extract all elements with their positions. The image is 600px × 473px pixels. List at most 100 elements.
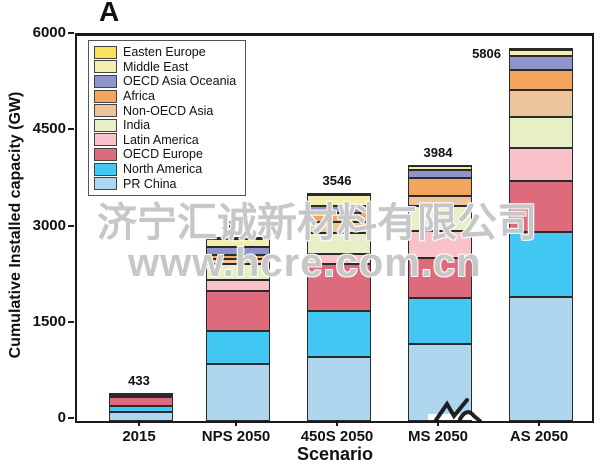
panel-label: A bbox=[99, 0, 120, 27]
bar-segment bbox=[206, 363, 270, 421]
legend-label: Latin America bbox=[123, 132, 199, 147]
axis-erased-gap bbox=[428, 414, 472, 420]
bar-segment bbox=[509, 181, 573, 233]
legend-label: Africa bbox=[123, 89, 155, 104]
y-axis-tick bbox=[68, 128, 74, 131]
bar-segment bbox=[408, 206, 472, 232]
bar-total-label: 2870 bbox=[221, 216, 251, 232]
legend-swatch bbox=[94, 177, 117, 191]
bar-segment bbox=[307, 254, 371, 264]
bar-segment bbox=[408, 231, 472, 258]
legend-label: OECD Asia Oceania bbox=[123, 74, 237, 89]
bar-segment bbox=[206, 280, 270, 292]
legend-item: Middle East bbox=[94, 60, 236, 75]
bar-segment bbox=[307, 193, 371, 196]
bar-segment bbox=[408, 258, 472, 298]
bar-segment bbox=[307, 222, 371, 233]
bar-segment bbox=[206, 236, 270, 239]
bar-segment bbox=[307, 263, 371, 311]
y-axis-tick bbox=[68, 320, 74, 323]
bar-segment bbox=[408, 196, 472, 207]
bar-segment bbox=[509, 89, 573, 117]
legend-label: PR China bbox=[123, 176, 177, 191]
legend-item: OECD Asia Oceania bbox=[94, 74, 236, 89]
y-axis-tick-label: 1500 bbox=[32, 312, 66, 330]
bar-total-label: 3984 bbox=[423, 145, 453, 161]
x-axis-tick-label: 450S 2050 bbox=[300, 428, 374, 445]
bar-segment bbox=[307, 310, 371, 357]
bar-segment bbox=[206, 259, 270, 264]
plot-area bbox=[75, 33, 594, 423]
legend-swatch bbox=[94, 45, 117, 59]
bar-segment bbox=[206, 238, 270, 247]
x-axis-title: Scenario bbox=[296, 444, 374, 464]
bar-segment bbox=[109, 411, 173, 421]
bar-segment bbox=[509, 50, 573, 57]
y-axis-tick-label: 4500 bbox=[32, 120, 66, 138]
bar-segment bbox=[206, 330, 270, 364]
bar-segment bbox=[307, 195, 371, 206]
legend-swatch bbox=[94, 60, 117, 74]
legend-swatch bbox=[94, 147, 117, 161]
y-axis-tick-label: 6000 bbox=[32, 24, 66, 41]
bar-segment bbox=[307, 232, 371, 255]
bar-segment bbox=[206, 263, 270, 281]
y-axis-tick bbox=[68, 224, 74, 227]
legend-swatch bbox=[94, 118, 117, 132]
bar-segment bbox=[509, 296, 573, 421]
bar-segment bbox=[509, 147, 573, 182]
bar-segment bbox=[206, 246, 270, 256]
x-axis-tick bbox=[138, 420, 140, 426]
bar-total-label: 433 bbox=[128, 373, 150, 389]
bar-segment bbox=[206, 291, 270, 331]
legend-label: Easten Europe bbox=[123, 45, 206, 60]
legend-swatch bbox=[94, 74, 117, 88]
bar-segment bbox=[307, 213, 371, 222]
scribble-mark bbox=[434, 398, 482, 423]
bar-segment bbox=[509, 69, 573, 90]
legend-label: OECD Europe bbox=[123, 147, 203, 162]
legend-item: North America bbox=[94, 162, 236, 177]
x-axis-tick-label: MS 2050 bbox=[407, 428, 469, 445]
bar-total-label: 5806 bbox=[472, 46, 501, 62]
legend-item: Latin America bbox=[94, 133, 236, 148]
y-axis-tick-label: 0 bbox=[57, 409, 66, 426]
x-axis-tick bbox=[235, 420, 237, 426]
bar-segment bbox=[109, 393, 173, 396]
x-axis-tick bbox=[538, 420, 540, 426]
x-axis-tick bbox=[437, 420, 439, 426]
legend-swatch bbox=[94, 89, 117, 103]
y-axis-tick bbox=[68, 417, 74, 419]
bar-segment bbox=[307, 205, 371, 214]
bar-segment bbox=[509, 48, 573, 51]
bar-segment bbox=[109, 406, 173, 412]
bar-segment bbox=[408, 165, 472, 168]
bar-segment bbox=[206, 255, 270, 260]
legend-item: PR China bbox=[94, 176, 236, 191]
legend-swatch bbox=[94, 162, 117, 176]
bar-segment bbox=[408, 178, 472, 197]
bar-segment bbox=[509, 232, 573, 297]
bar-segment bbox=[109, 396, 173, 407]
legend-label: Non-OECD Asia bbox=[123, 103, 214, 118]
bar-segment bbox=[307, 356, 371, 421]
x-axis-tick-label: 2015 bbox=[122, 428, 156, 445]
legend-item: Easten Europe bbox=[94, 45, 236, 60]
legend-swatch bbox=[94, 104, 117, 118]
legend-item: India bbox=[94, 118, 236, 133]
legend: Easten Europe Middle East OECD Asia Oceani… bbox=[88, 40, 247, 196]
legend-label: Middle East bbox=[123, 59, 189, 74]
bar-segment bbox=[408, 297, 472, 344]
legend-label: North America bbox=[123, 162, 203, 177]
legend-item: Non-OECD Asia bbox=[94, 103, 236, 118]
y-axis-tick bbox=[68, 32, 74, 34]
bar-segment bbox=[509, 116, 573, 148]
bar-total-label: 3546 bbox=[322, 173, 352, 189]
bar-segment bbox=[408, 169, 472, 179]
x-axis-tick-label: NPS 2050 bbox=[201, 428, 271, 445]
legend-swatch bbox=[94, 133, 117, 147]
legend-label: India bbox=[123, 118, 151, 133]
bar-segment bbox=[109, 395, 173, 398]
x-axis-tick-label: AS 2050 bbox=[509, 428, 569, 445]
